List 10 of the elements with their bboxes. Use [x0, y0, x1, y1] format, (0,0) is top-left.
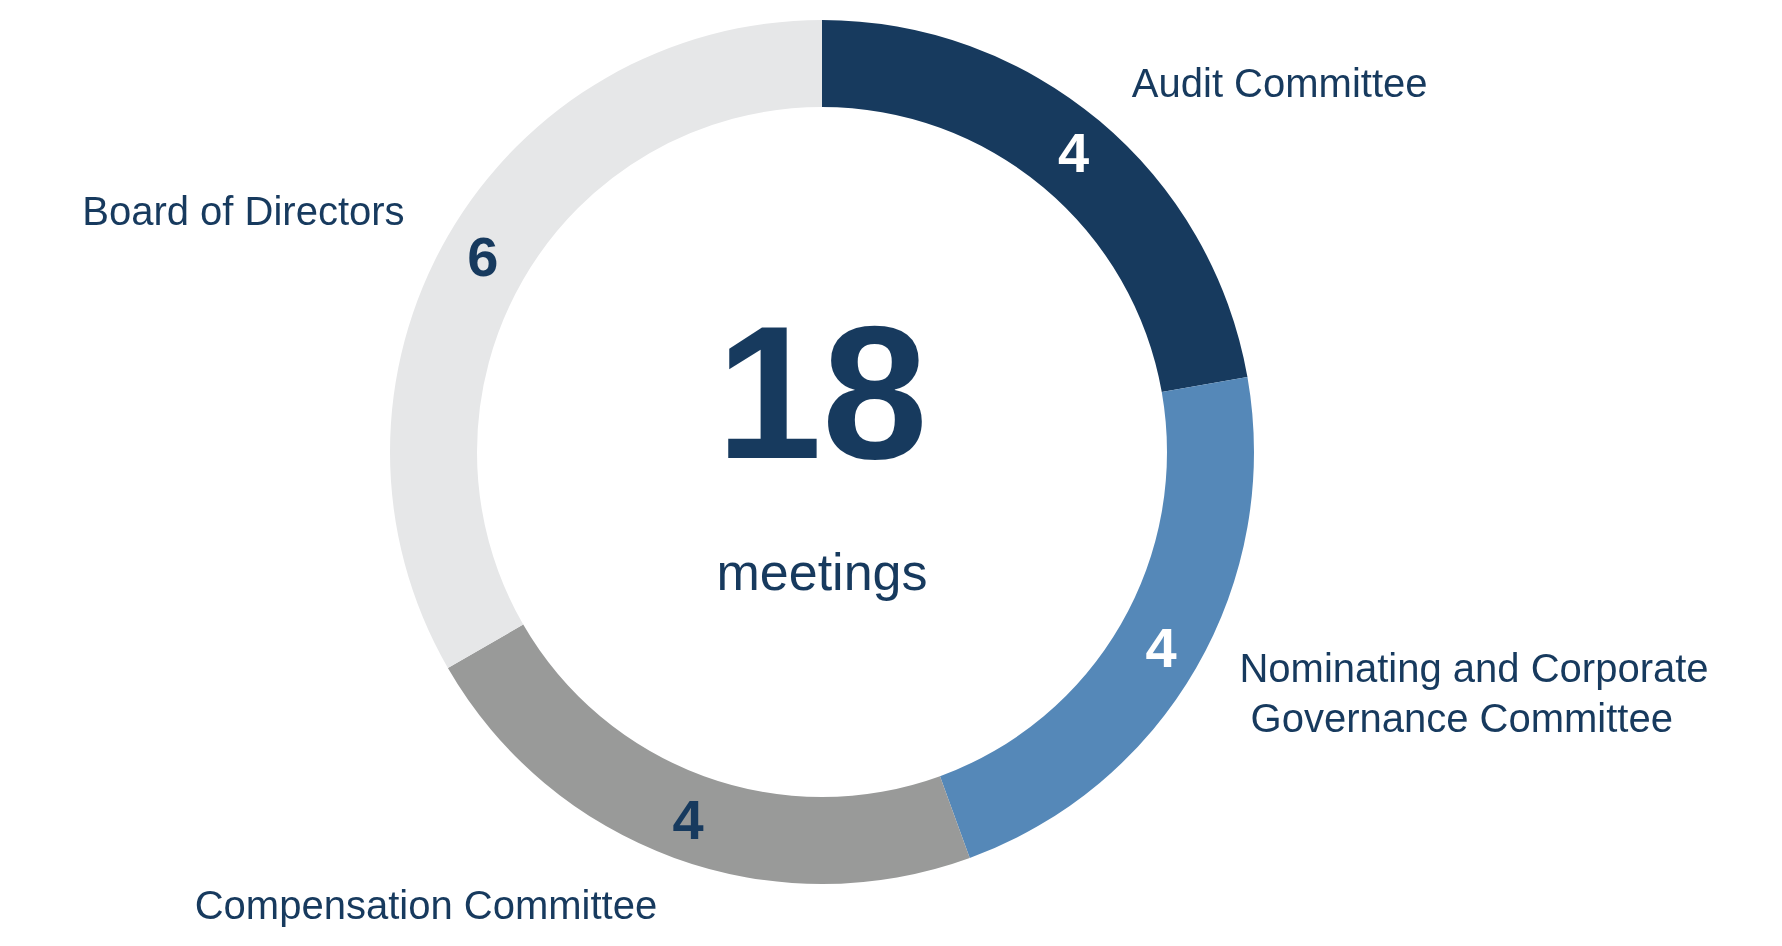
slice-label: Nominating and Corporate Governance Committee: [1239, 646, 1709, 740]
data-label: 4: [1145, 616, 1177, 680]
text: meetings: [716, 543, 928, 601]
slice-label: Audit Committee: [1131, 60, 1428, 105]
data-label: 4: [1058, 120, 1090, 184]
data-label: 6: [467, 224, 499, 288]
data-label: 4: [672, 788, 704, 852]
slice-label: Compensation Committee: [194, 882, 658, 927]
text: 18: [716, 286, 928, 498]
slice-label: Board of Directors: [82, 189, 405, 233]
